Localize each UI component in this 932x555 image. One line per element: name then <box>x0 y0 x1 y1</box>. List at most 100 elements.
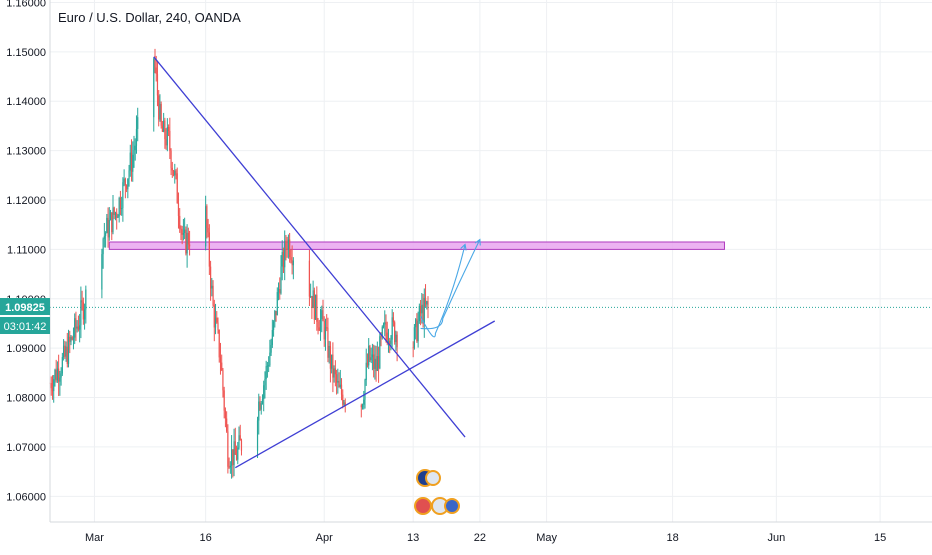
candle-body <box>324 327 327 340</box>
candle-body <box>224 410 227 419</box>
candle-body <box>212 285 214 306</box>
candle-body <box>174 170 176 176</box>
ascending-trendline <box>234 320 496 469</box>
candle-body <box>323 321 325 340</box>
y-tick-label: 1.06000 <box>6 491 46 503</box>
candle-body <box>177 203 180 216</box>
flag-us-icon[interactable] <box>414 497 432 515</box>
candle-body <box>396 334 398 348</box>
candle-body <box>206 206 208 228</box>
event-marker-top[interactable] <box>416 469 441 487</box>
candle-body <box>116 212 118 218</box>
candle-body <box>319 319 322 331</box>
projection-path-a-arrowhead <box>460 243 467 251</box>
candle-body <box>394 322 396 343</box>
candle-body <box>72 337 75 340</box>
event-marker-bottom[interactable] <box>414 497 460 515</box>
candle-body <box>176 173 178 204</box>
candle-body <box>329 345 332 369</box>
candle-body <box>164 120 166 140</box>
candle-body <box>292 260 294 266</box>
candle-body <box>419 306 422 314</box>
candle-body <box>102 238 104 255</box>
candle-body <box>256 420 259 451</box>
candle-body <box>280 266 282 294</box>
candle-body <box>184 229 186 233</box>
candle-body <box>55 369 57 381</box>
candle-body <box>62 345 65 358</box>
candle-body <box>259 401 261 410</box>
candle-body <box>61 357 63 374</box>
x-tick-label: Jun <box>767 532 785 544</box>
candle-body <box>277 288 280 293</box>
candle-body <box>107 217 109 238</box>
candle-body <box>382 324 385 327</box>
candle-body <box>181 229 183 235</box>
candle-body <box>137 117 139 129</box>
candle-body <box>158 95 160 120</box>
candle-body <box>129 152 131 171</box>
candle-body <box>233 441 235 466</box>
candle-body <box>71 337 73 340</box>
y-tick-label: 1.12000 <box>6 195 46 207</box>
candle-body <box>128 170 130 179</box>
candle-body <box>328 345 330 358</box>
candle-body <box>53 379 55 392</box>
candle-body <box>170 150 172 168</box>
y-tick-label: 1.16000 <box>6 0 46 9</box>
candle-body <box>270 344 272 353</box>
projection-path-b-arrowhead <box>474 238 481 246</box>
candle-body <box>81 300 83 303</box>
candle-body <box>132 154 134 172</box>
candle-body <box>387 340 390 343</box>
candle-body <box>258 401 260 421</box>
flag-us-icon[interactable] <box>444 498 460 514</box>
candle-body <box>332 354 334 378</box>
candle-body <box>314 294 317 320</box>
candle-body <box>70 337 72 342</box>
candle-body <box>268 365 270 367</box>
candle-body <box>130 152 133 172</box>
candle-body <box>335 374 338 383</box>
drawings-layer <box>153 56 496 469</box>
candle-body <box>282 252 285 268</box>
candle-body <box>135 128 138 146</box>
candle-body <box>121 207 123 210</box>
x-tick-label: May <box>536 532 557 544</box>
candle-body <box>284 240 286 268</box>
candle-body <box>118 197 120 217</box>
candle-body <box>209 266 212 289</box>
candle-body <box>59 377 61 382</box>
candle-body <box>207 227 209 233</box>
candle-body <box>156 74 159 96</box>
candle-body <box>413 327 416 348</box>
candle-body <box>331 354 333 369</box>
candle-body <box>123 178 125 183</box>
y-tick-label: 1.15000 <box>6 47 46 59</box>
y-tick-label: 1.14000 <box>6 96 46 108</box>
candle-body <box>167 127 170 131</box>
candle-body <box>238 435 240 448</box>
candle-body <box>381 326 383 337</box>
candle-body <box>125 185 128 190</box>
candle-body <box>153 58 155 118</box>
candle-body <box>103 235 105 239</box>
candle-body <box>109 212 112 220</box>
candle-body <box>69 336 71 342</box>
candle-body <box>60 373 62 378</box>
candle-body <box>82 302 84 320</box>
candle-body <box>418 306 420 322</box>
candle-body <box>155 67 157 75</box>
candle-body <box>415 319 417 328</box>
event-markers[interactable] <box>414 469 460 515</box>
candle-body <box>361 404 364 408</box>
x-tick-label: Mar <box>85 532 104 544</box>
flag-us-icon[interactable] <box>425 470 441 486</box>
candle-body <box>310 296 312 298</box>
candle-body <box>264 378 266 386</box>
candle-body <box>363 399 365 405</box>
candle-body <box>391 317 393 340</box>
y-tick-label: 1.07000 <box>6 442 46 454</box>
